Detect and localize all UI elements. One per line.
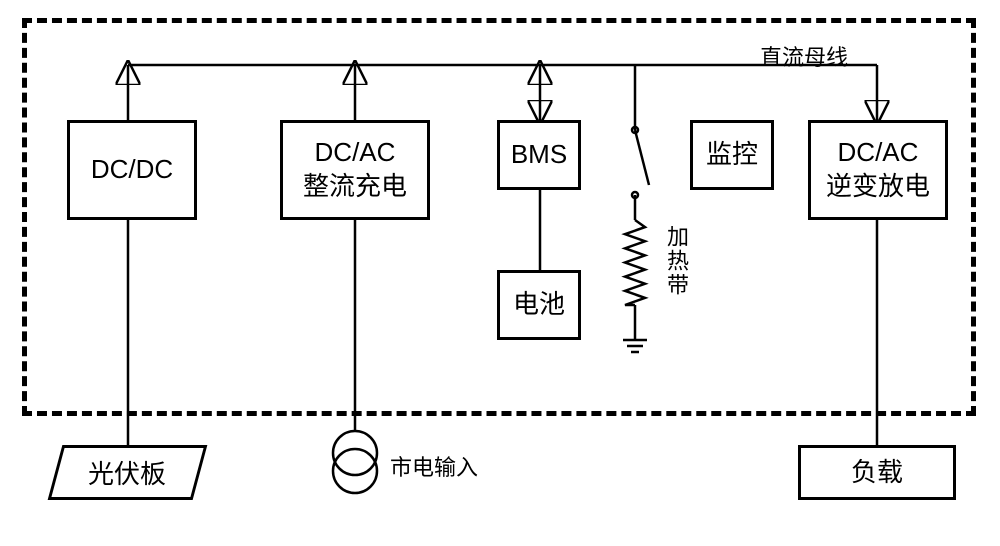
pv-panel-block: 光伏板 bbox=[48, 445, 208, 500]
battery-label: 电池 bbox=[513, 288, 565, 322]
load-block: 负载 bbox=[798, 445, 956, 500]
inverter-label: DC/AC 逆变放电 bbox=[826, 136, 930, 204]
bms-label: BMS bbox=[511, 138, 567, 172]
diagram-canvas: 直流母线 DC/DC DC/AC 整流充电 BMS 监控 DC/AC 逆变放电 … bbox=[0, 0, 1000, 546]
grid-source-label: 市电输入 bbox=[390, 450, 478, 482]
monitor-label: 监控 bbox=[706, 138, 758, 172]
rectifier-label: DC/AC 整流充电 bbox=[303, 136, 407, 204]
heater-label: 加热带 bbox=[660, 225, 692, 297]
dcdc-block: DC/DC bbox=[67, 120, 197, 220]
inverter-block: DC/AC 逆变放电 bbox=[808, 120, 948, 220]
bms-block: BMS bbox=[497, 120, 581, 190]
battery-block: 电池 bbox=[497, 270, 581, 340]
monitor-block: 监控 bbox=[690, 120, 774, 190]
pv-panel-label: 光伏板 bbox=[88, 454, 166, 491]
dcdc-label: DC/DC bbox=[91, 153, 173, 187]
dc-bus-label: 直流母线 bbox=[760, 40, 848, 72]
rectifier-block: DC/AC 整流充电 bbox=[280, 120, 430, 220]
load-label: 负载 bbox=[851, 456, 903, 490]
